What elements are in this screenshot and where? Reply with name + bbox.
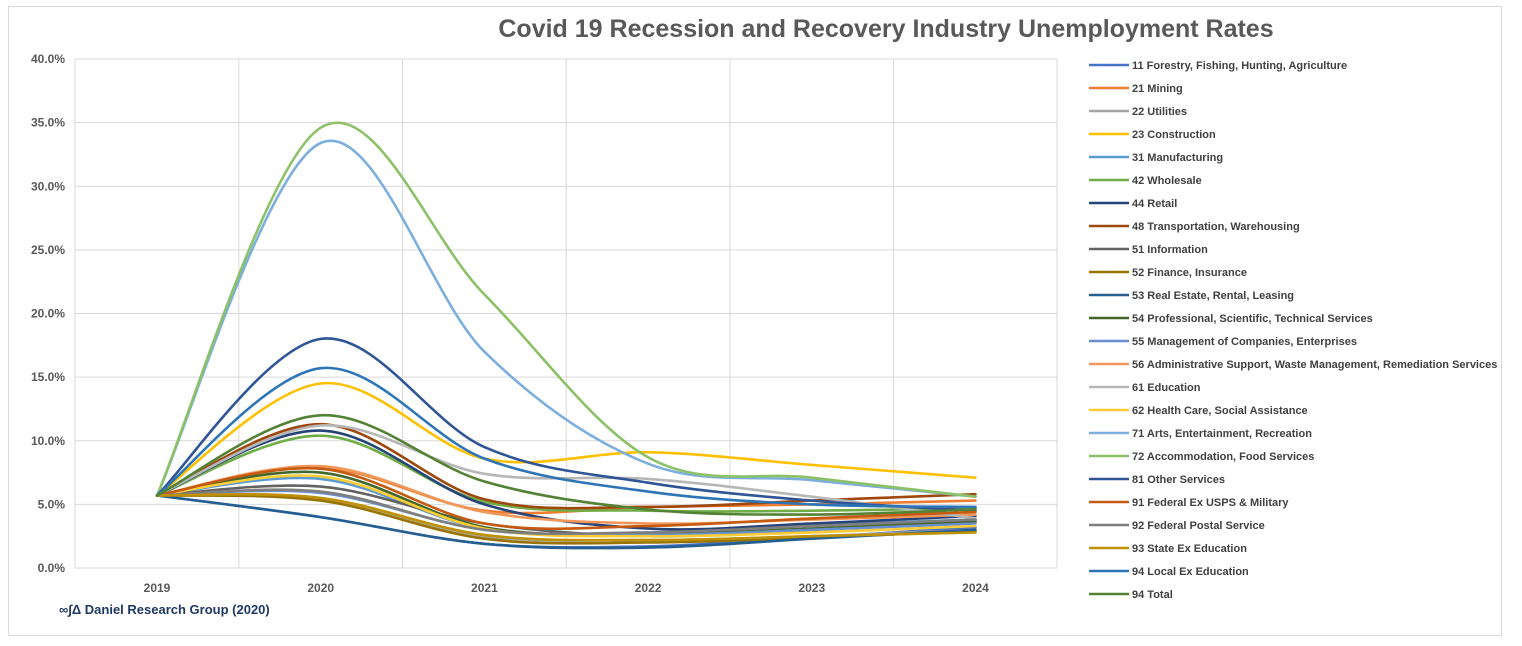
y-tick-label: 40.0% [31, 52, 65, 66]
legend-label: 42 Wholesale [1132, 175, 1202, 187]
legend-label: 51 Information [1132, 244, 1208, 256]
chart-frame: Covid 19 Recession and Recovery Industry… [8, 6, 1502, 636]
legend-label: 52 Finance, Insurance [1132, 267, 1247, 279]
chart-title: Covid 19 Recession and Recovery Industry… [498, 15, 1273, 43]
legend-label: 71 Arts, Entertainment, Recreation [1132, 428, 1312, 440]
series-line-23 [155, 413, 977, 516]
x-tick-label: 2019 [144, 581, 171, 595]
legend-label: 31 Manufacturing [1132, 152, 1223, 164]
x-tick-label: 2020 [307, 581, 334, 595]
legend-label: 21 Mining [1132, 83, 1183, 95]
legend-label: 56 Administrative Support, Waste Managem… [1132, 359, 1497, 371]
y-tick-label: 10.0% [31, 434, 65, 448]
y-tick-label: 30.0% [31, 179, 65, 193]
legend-label: 55 Management of Companies, Enterprises [1132, 336, 1357, 348]
legend-label: 93 State Ex Education [1132, 543, 1247, 555]
legend: 11 Forestry, Fishing, Hunting, Agricultu… [1089, 60, 1497, 601]
series-line-15 [155, 474, 977, 538]
series-line-18 [155, 337, 977, 512]
legend-label: 61 Education [1132, 382, 1201, 394]
y-tick-label: 0.0% [38, 561, 66, 575]
legend-label: 11 Forestry, Fishing, Hunting, Agricultu… [1132, 60, 1347, 72]
series-line-20 [155, 488, 977, 536]
legend-label: 23 Construction [1132, 129, 1216, 141]
series-line-17 [155, 121, 977, 498]
legend-label: 94 Local Ex Education [1132, 566, 1249, 578]
line-chart: Covid 19 Recession and Recovery Industry… [31, 15, 1497, 617]
y-axis: 0.0% 5.0% 10.0% 15.0% 20.0% 25.0% 30.0% 35.0% 40… [31, 52, 65, 575]
x-tick-label: 2021 [471, 581, 498, 595]
y-tick-label: 5.0% [38, 497, 66, 511]
x-axis: 2019 2020 2021 2022 2023 2024 [144, 581, 990, 595]
x-tick-label: 2023 [798, 581, 825, 595]
series-line-22 [155, 366, 977, 509]
series-line-16 [155, 139, 977, 498]
legend-label: 54 Professional, Scientific, Technical S… [1132, 313, 1373, 325]
y-tick-label: 15.0% [31, 370, 65, 384]
y-tick-label: 25.0% [31, 243, 65, 257]
x-tick-label: 2024 [962, 581, 989, 595]
legend-label: 62 Health Care, Social Assistance [1132, 405, 1308, 417]
legend-label: 22 Utilities [1132, 106, 1187, 118]
y-tick-label: 20.0% [31, 307, 65, 321]
x-tick-label: 2022 [635, 581, 662, 595]
legend-label: 53 Real Estate, Rental, Leasing [1132, 290, 1294, 302]
legend-label: 94 Total [1132, 589, 1173, 601]
series-line-10 [155, 494, 977, 550]
series-line-21 [155, 493, 977, 542]
legend-label: 44 Retail [1132, 198, 1177, 210]
legend-label: 72 Accommodation, Food Services [1132, 451, 1314, 463]
series-line-19 [155, 466, 977, 531]
legend-label: 91 Federal Ex USPS & Military [1132, 497, 1289, 509]
y-tick-label: 35.0% [31, 116, 65, 130]
legend-label: 92 Federal Postal Service [1132, 520, 1265, 532]
series-line-7 [155, 422, 977, 510]
series-line-5 [155, 434, 977, 513]
legend-label: 81 Other Services [1132, 474, 1225, 486]
series-line-3 [155, 381, 977, 497]
series-line-13 [155, 464, 977, 526]
chart-credit: ∞∫Δ Daniel Research Group (2020) [59, 602, 270, 617]
legend-label: 48 Transportation, Warehousing [1132, 221, 1300, 233]
series-lines [155, 121, 977, 550]
